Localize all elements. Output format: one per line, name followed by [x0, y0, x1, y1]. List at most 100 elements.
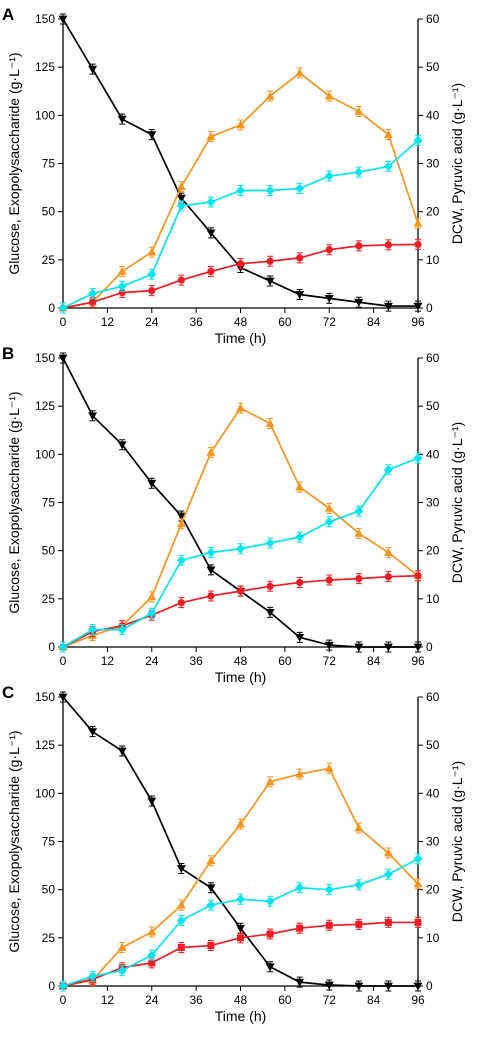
dcw-point — [384, 241, 393, 249]
exopolysaccharide-point — [354, 106, 364, 115]
exopolysaccharide-point — [383, 848, 393, 857]
glucose-point — [117, 441, 127, 450]
y-tick-label: 0 — [48, 640, 55, 654]
exopolysaccharide-point — [147, 927, 157, 936]
dcw-point — [148, 959, 156, 967]
y-axis-title: Glucose, Exopolysaccharide (g·L⁻¹) — [6, 391, 22, 613]
exopolysaccharide-point — [354, 528, 364, 537]
glucose-point — [176, 512, 186, 521]
glucose-point — [413, 643, 423, 652]
y-axis-title: Glucose, Exopolysaccharide (g·L⁻¹) — [6, 52, 22, 274]
pyruvic_acid-point — [324, 517, 334, 527]
y2-axis-title: DCW, Pyruvic acid (g·L⁻¹) — [449, 83, 465, 244]
y2-tick-label: 20 — [426, 205, 440, 219]
y-tick-label: 150 — [35, 690, 55, 704]
exopolysaccharide-point — [383, 548, 393, 556]
glucose-point — [413, 982, 423, 991]
pyruvic_acid-point — [147, 269, 157, 279]
pyruvic_acid-point — [176, 555, 186, 565]
dcw-point — [207, 267, 215, 275]
x-tick-label: 24 — [145, 315, 159, 329]
exopolysaccharide-point — [295, 769, 305, 778]
dcw-point — [266, 582, 274, 590]
glucose-point — [295, 291, 305, 300]
pyruvic_acid-point — [236, 185, 245, 195]
x-tick-label: 72 — [323, 654, 337, 668]
y2-tick-label: 0 — [426, 640, 433, 654]
dcw-point — [207, 942, 215, 950]
y-tick-label: 25 — [42, 931, 56, 945]
y2-axis-title: DCW, Pyruvic acid (g·L⁻¹) — [449, 422, 465, 583]
dcw-point — [88, 298, 97, 306]
y-tick-label: 100 — [35, 108, 55, 122]
pyruvic_acid-point — [58, 642, 68, 652]
dcw-point — [296, 578, 304, 587]
y-tick-label: 125 — [35, 399, 55, 413]
glucose-point — [58, 354, 68, 363]
pyruvic_acid-point — [383, 465, 393, 475]
y-tick-label: 75 — [42, 496, 56, 510]
exopolysaccharide-point — [147, 592, 157, 601]
y2-tick-label: 10 — [426, 592, 440, 606]
x-tick-label: 96 — [411, 315, 425, 329]
exopolysaccharide-point — [176, 519, 186, 528]
dcw-point — [266, 930, 274, 938]
dcw-point — [414, 240, 422, 249]
pyruvic_acid-point — [88, 625, 98, 635]
dcw-point — [355, 575, 363, 583]
dcw-point — [384, 918, 392, 926]
glucose-point — [265, 963, 275, 972]
y-tick-label: 25 — [42, 592, 56, 606]
glucose-point — [383, 643, 393, 652]
pyruvic_acid-point — [206, 900, 216, 910]
y2-tick-label: 10 — [426, 931, 440, 945]
y-tick-label: 50 — [42, 883, 56, 897]
pyruvic_acid-point — [206, 197, 216, 207]
pyruvic_acid-point — [413, 854, 423, 864]
pyruvic_acid-point — [295, 532, 305, 542]
dcw-point — [177, 276, 185, 284]
glucose-point — [58, 693, 68, 702]
glucose-point — [117, 115, 127, 124]
exopolysaccharide-point — [413, 218, 423, 227]
glucose-point — [117, 747, 127, 756]
x-axis-title: Time (h) — [215, 669, 267, 685]
dcw-point — [118, 288, 126, 297]
glucose-point — [58, 15, 68, 24]
pyruvic_acid-point — [295, 883, 305, 893]
dcw-point — [266, 257, 274, 265]
glucose-point — [295, 978, 305, 987]
y2-tick-label: 50 — [426, 60, 440, 74]
pyruvic_acid-point — [265, 185, 275, 195]
x-tick-label: 0 — [60, 993, 67, 1007]
pyruvic_acid-point — [295, 184, 305, 194]
glucose-point — [206, 229, 216, 238]
x-tick-label: 24 — [145, 654, 159, 668]
dcw-point — [414, 918, 422, 926]
x-tick-label: 36 — [189, 654, 203, 668]
glucose-point — [147, 131, 157, 140]
exopolysaccharide-point — [117, 942, 127, 951]
exopolysaccharide-point — [117, 266, 127, 275]
y2-tick-label: 20 — [426, 883, 440, 897]
pyruvic_acid-point — [147, 950, 157, 960]
dcw-point — [325, 921, 333, 929]
y2-tick-label: 60 — [426, 690, 440, 704]
exopolysaccharide-point — [206, 856, 216, 865]
x-tick-label: 60 — [278, 654, 292, 668]
y2-tick-label: 60 — [426, 12, 440, 26]
glucose-point — [265, 277, 275, 286]
y-tick-label: 50 — [42, 205, 56, 219]
glucose-point — [236, 924, 245, 933]
x-tick-label: 60 — [278, 993, 292, 1007]
x-tick-label: 48 — [234, 993, 248, 1007]
x-tick-label: 84 — [367, 315, 381, 329]
y2-tick-label: 0 — [426, 979, 433, 993]
y2-tick-label: 50 — [426, 738, 440, 752]
y-tick-label: 0 — [48, 301, 55, 315]
dcw-point — [207, 592, 215, 600]
dcw-point — [355, 920, 363, 928]
glucose-point — [324, 641, 334, 650]
y2-tick-label: 50 — [426, 399, 440, 413]
panel-letter: B — [2, 344, 14, 363]
